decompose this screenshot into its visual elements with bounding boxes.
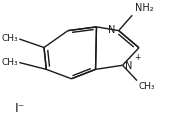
Text: I⁻: I⁻ <box>14 102 25 115</box>
Text: CH₃: CH₃ <box>1 34 18 43</box>
Text: N: N <box>108 25 116 35</box>
Text: CH₃: CH₃ <box>1 58 18 67</box>
Text: CH₃: CH₃ <box>139 82 156 91</box>
Text: +: + <box>134 53 141 62</box>
Text: N: N <box>125 61 133 71</box>
Text: NH₂: NH₂ <box>135 3 154 13</box>
